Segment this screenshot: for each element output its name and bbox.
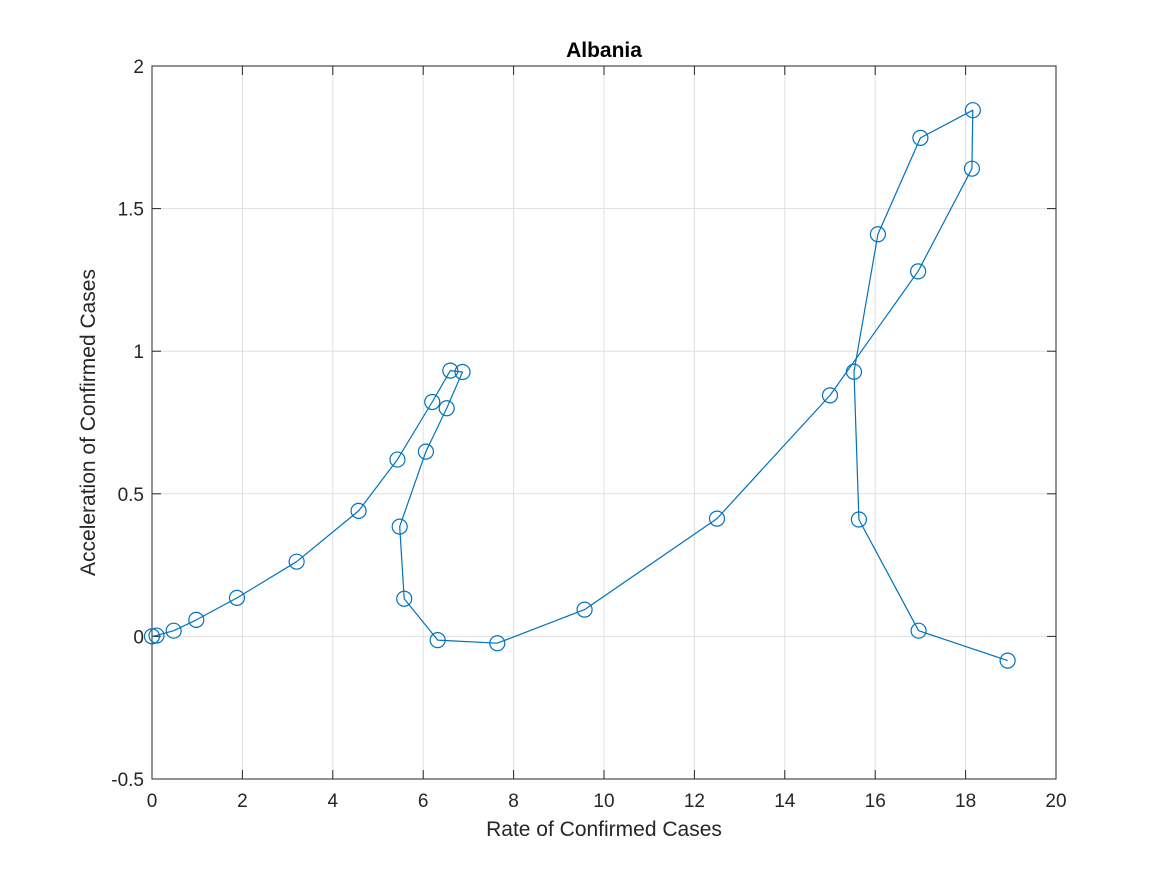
data-point bbox=[391, 518, 408, 535]
x-tick-label: 12 bbox=[684, 791, 705, 812]
data-point bbox=[910, 622, 927, 639]
data-point bbox=[148, 627, 165, 644]
data-point bbox=[350, 502, 367, 520]
x-axis-ticks: 0 2 4 6 8 10 12 14 16 18 20 bbox=[147, 66, 1067, 812]
data-point bbox=[963, 160, 981, 177]
x-tick-label: 16 bbox=[865, 791, 886, 812]
data-point bbox=[964, 102, 981, 119]
data-point bbox=[999, 652, 1016, 669]
y-tick-label: 2 bbox=[133, 57, 144, 78]
x-tick-label: 6 bbox=[418, 791, 429, 812]
data-point bbox=[869, 226, 887, 243]
x-tick-label: 0 bbox=[147, 791, 158, 812]
x-tick-label: 4 bbox=[328, 791, 339, 812]
data-point bbox=[708, 510, 726, 527]
series-layer bbox=[143, 102, 1016, 669]
data-point bbox=[454, 363, 471, 381]
y-tick-label: -0.5 bbox=[111, 770, 144, 791]
data-point bbox=[389, 451, 406, 468]
x-tick-label: 8 bbox=[508, 791, 519, 812]
data-point bbox=[845, 363, 863, 380]
data-point bbox=[228, 589, 246, 606]
data-point bbox=[429, 632, 446, 649]
y-tick-label: 1 bbox=[133, 342, 144, 363]
data-point bbox=[442, 362, 459, 379]
data-point bbox=[821, 387, 839, 404]
y-axis-title: Acceleration of Confirmed Cases bbox=[77, 269, 100, 576]
y-axis-ticks: -0.5 0 0.5 1 1.5 2 bbox=[111, 57, 1056, 791]
data-point bbox=[188, 611, 205, 628]
data-point bbox=[417, 443, 435, 460]
data-point bbox=[576, 601, 593, 618]
x-axis-title: Rate of Confirmed Cases bbox=[486, 818, 722, 841]
y-tick-label: 0.5 bbox=[118, 485, 144, 506]
data-point bbox=[438, 400, 455, 417]
y-tick-label: 1.5 bbox=[118, 200, 144, 221]
data-point bbox=[424, 393, 441, 411]
x-tick-label: 14 bbox=[774, 791, 796, 812]
data-point bbox=[165, 622, 182, 639]
x-tick-label: 2 bbox=[237, 791, 248, 812]
data-point bbox=[850, 511, 868, 528]
data-point bbox=[396, 590, 413, 607]
chart-title: Albania bbox=[566, 39, 642, 62]
x-tick-label: 20 bbox=[1045, 791, 1066, 812]
series-line bbox=[151, 109, 1008, 662]
data-point bbox=[489, 635, 506, 652]
data-point bbox=[910, 263, 927, 280]
data-point bbox=[288, 553, 305, 570]
x-tick-label: 18 bbox=[955, 791, 976, 812]
y-tick-label: 0 bbox=[133, 627, 144, 648]
data-point bbox=[912, 129, 929, 146]
x-tick-label: 10 bbox=[593, 791, 614, 812]
